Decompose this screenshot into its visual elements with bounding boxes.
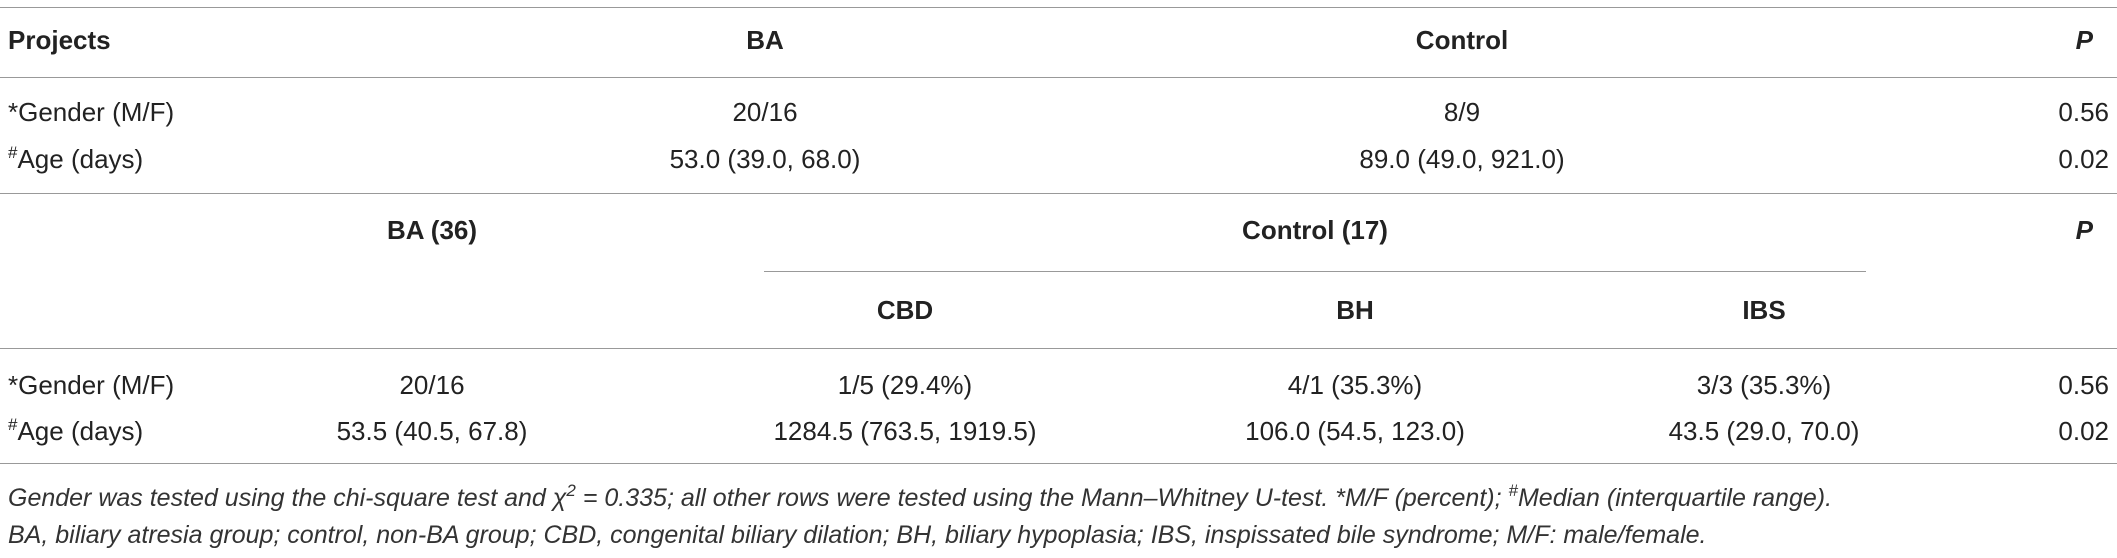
- row-label: *Gender (M/F): [8, 370, 175, 400]
- rule: [0, 463, 2117, 464]
- footnote-line: BA, biliary atresia group; control, non-…: [8, 521, 1707, 549]
- cell: 3/3 (35.3%): [1696, 370, 1832, 400]
- cell: 20/16: [399, 370, 465, 400]
- cell: 0.02: [2058, 416, 2109, 446]
- rule: [0, 193, 2117, 194]
- header-cell: Control: [1415, 25, 1509, 55]
- header-cell: Control (17): [1242, 215, 1388, 245]
- cell: 8/9: [1443, 97, 1481, 127]
- footnote-text: Gender was tested using the chi-square t…: [8, 484, 567, 512]
- row-label: #Age (days): [8, 413, 143, 449]
- marker: #: [8, 143, 18, 162]
- cell: 0.02: [2058, 144, 2109, 174]
- cell: 1/5 (29.4%): [837, 370, 973, 400]
- rule: [764, 271, 1866, 272]
- footnote-text: = 0.335; all other rows were tested usin…: [575, 484, 1509, 512]
- cell: 20/16: [732, 97, 798, 127]
- footnote-sup: 2: [566, 481, 576, 500]
- header-cell: BH: [1336, 295, 1374, 325]
- rule: [0, 7, 2117, 8]
- row-label: #Age (days): [8, 141, 143, 177]
- header-cell: Projects: [8, 25, 111, 55]
- cell: 0.56: [2058, 97, 2109, 127]
- cell: 43.5 (29.0, 70.0): [1668, 416, 1860, 446]
- footnote-sup: #: [1508, 481, 1518, 500]
- footnote-text: Median (interquartile range).: [1517, 484, 1833, 512]
- cell: 53.0 (39.0, 68.0): [669, 144, 861, 174]
- cell: 0.56: [2058, 370, 2109, 400]
- header-cell: P: [2075, 25, 2093, 55]
- header-cell: P: [2075, 215, 2093, 245]
- header-cell: IBS: [1742, 295, 1786, 325]
- rule: [0, 348, 2117, 349]
- cell: 89.0 (49.0, 921.0): [1359, 144, 1565, 174]
- rule: [0, 77, 2117, 78]
- row-label: *Gender (M/F): [8, 97, 175, 127]
- cell: 4/1 (35.3%): [1287, 370, 1423, 400]
- header-cell: CBD: [876, 295, 934, 325]
- label: Age (days): [17, 144, 144, 174]
- header-cell: BA: [746, 25, 784, 55]
- cell: 1284.5 (763.5, 1919.5): [773, 416, 1037, 446]
- header-cell: BA (36): [386, 215, 478, 245]
- cell: 106.0 (54.5, 123.0): [1245, 416, 1465, 446]
- marker: #: [8, 415, 18, 434]
- label: Age (days): [17, 416, 144, 446]
- cell: 53.5 (40.5, 67.8): [336, 416, 528, 446]
- footnote-line: Gender was tested using the chi-square t…: [8, 481, 1832, 515]
